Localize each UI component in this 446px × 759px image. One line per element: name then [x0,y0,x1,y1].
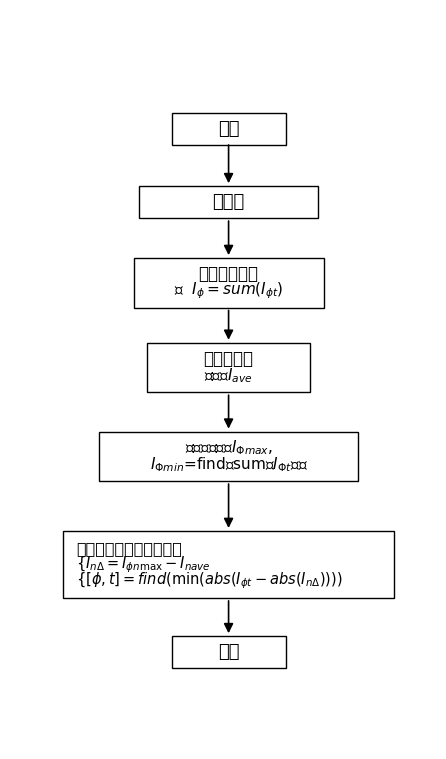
Text: $I_{\Phi min}$=find（sum（$I_{\Phi t}$））: $I_{\Phi min}$=find（sum（$I_{\Phi t}$）） [149,455,308,474]
Text: $\{I_{n\Delta}=I_{\phi n\mathrm{max}}-I_{nave}$: $\{I_{n\Delta}=I_{\phi n\mathrm{max}}-I_… [77,554,211,575]
Text: 初始化: 初始化 [212,193,245,211]
Text: 计算每相电流: 计算每相电流 [198,266,259,283]
Text: 计算三相平: 计算三相平 [203,350,254,368]
Text: 値  $I_{\phi}=sum(I_{\phi t})$: 値 $I_{\phi}=sum(I_{\phi t})$ [174,281,283,301]
Text: 开始: 开始 [218,120,240,138]
FancyBboxPatch shape [62,531,395,598]
FancyBboxPatch shape [99,432,358,481]
Text: 均电流$I_{ave}$: 均电流$I_{ave}$ [204,367,253,386]
FancyBboxPatch shape [172,636,285,668]
FancyBboxPatch shape [172,113,285,145]
Text: 结束: 结束 [218,643,240,661]
Text: 选择电流最値$I_{\Phi max}$,: 选择电流最値$I_{\Phi max}$, [185,439,273,458]
FancyBboxPatch shape [133,258,324,307]
Text: $\{[\phi,t]=find(\min(abs(I_{\phi t}-abs(I_{n\Delta}))))$: $\{[\phi,t]=find(\min(abs(I_{\phi t}-abs… [77,570,343,591]
Text: 计算的需要换向开关位置: 计算的需要换向开关位置 [77,541,182,556]
FancyBboxPatch shape [139,186,318,218]
FancyBboxPatch shape [147,342,310,392]
